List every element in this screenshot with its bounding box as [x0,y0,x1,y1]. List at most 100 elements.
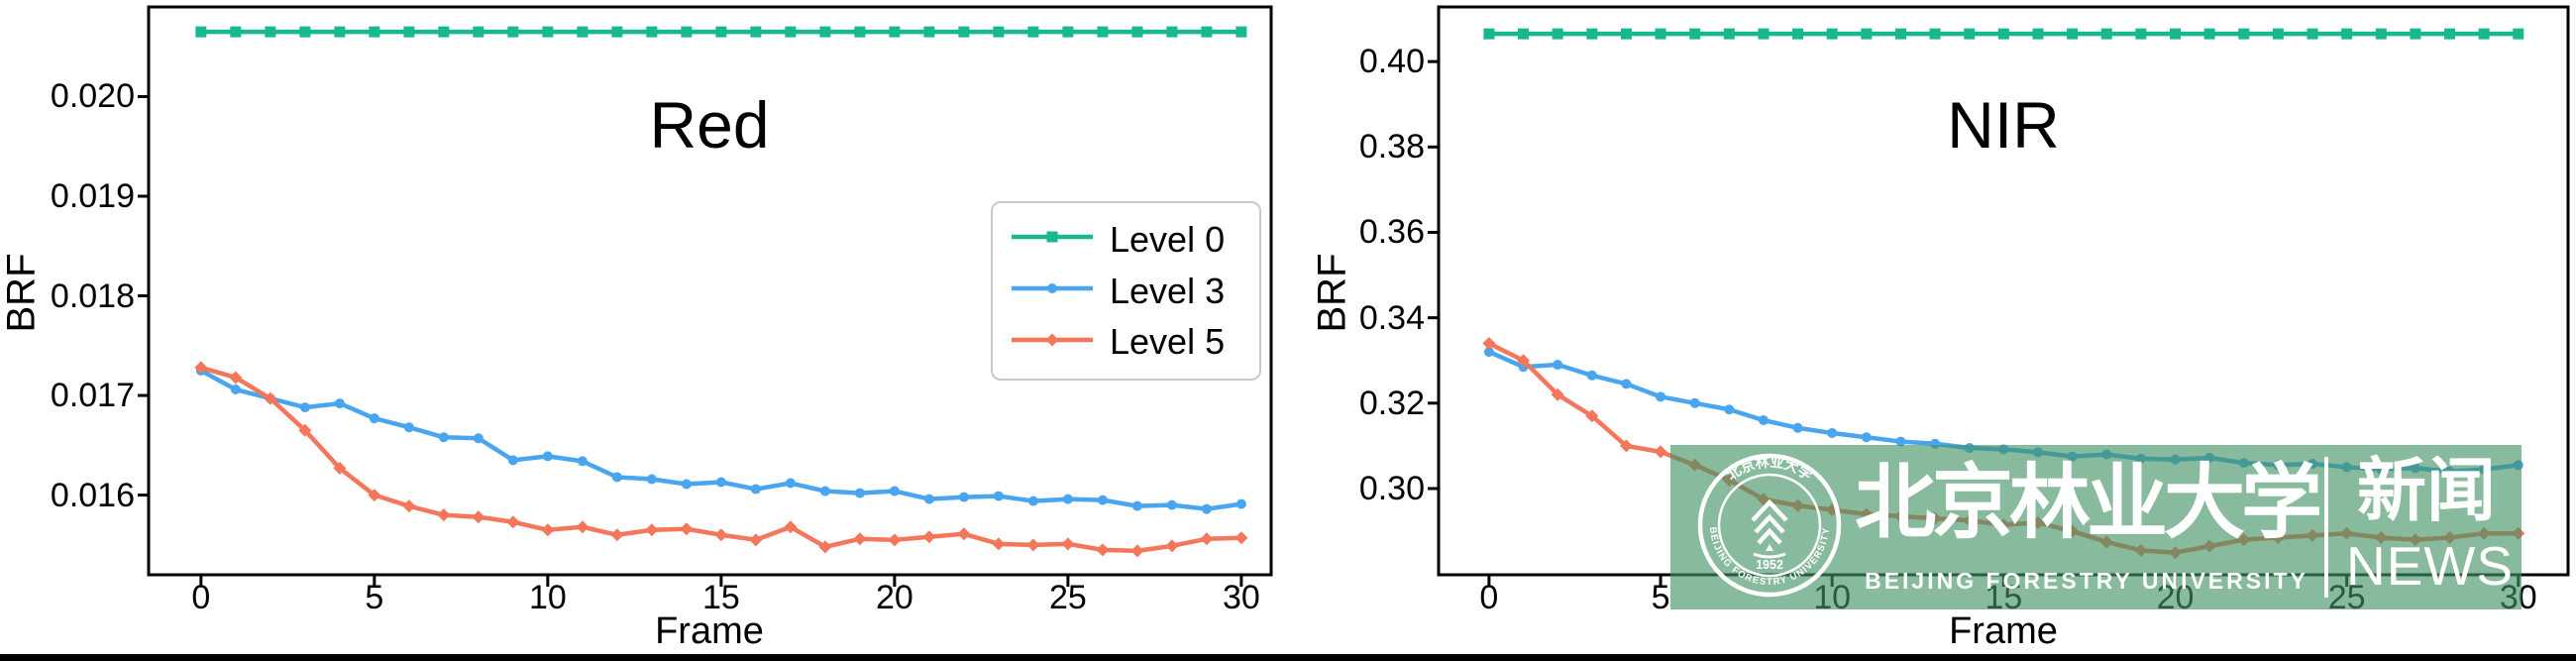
marker-circle [993,491,1004,501]
marker-circle [750,484,761,495]
marker-square [1166,26,1178,38]
marker-diamond [610,528,624,542]
marker-square [2100,28,2112,40]
marker-square [2272,28,2284,40]
x-tick-label-red: 10 [528,579,567,616]
x-tick-label-nir: 0 [1479,579,1499,616]
marker-circle [923,494,934,504]
marker-square [1792,28,1804,40]
marker-circle [1689,397,1700,408]
marker-diamond [1096,543,1110,557]
legend-item-level-3: Level 3 [1009,271,1259,312]
series-line-red-level-3 [198,368,1244,511]
marker-diamond [402,499,416,513]
watermark-banner: 北京林业大学 BEIJING FORESTRY UNIVERSITY 1952 … [1670,445,2522,609]
marker-square [507,26,519,38]
marker-circle [611,472,622,483]
marker-circle [1097,495,1108,505]
marker-diamond [1619,439,1633,453]
y-tick-label-nir: 0.30 [1358,469,1425,507]
marker-square [195,26,207,38]
marker-diamond [1130,544,1144,558]
marker-diamond [472,510,485,524]
marker-diamond [1482,336,1496,350]
marker-square [438,26,450,38]
marker-square [785,26,797,38]
marker-circle [299,402,310,413]
marker-square [1483,28,1495,40]
marker-square [2238,28,2250,40]
marker-diamond [992,537,1006,551]
y-tick-label-nir: 0.34 [1358,298,1425,337]
marker-circle [715,477,726,488]
marker-diamond [1654,445,1667,459]
marker-circle [1621,379,1632,389]
y-axis-label-nir: BRF [1310,253,1354,333]
marker-square [230,26,242,38]
marker-diamond [1061,537,1075,551]
marker-square [2410,28,2421,40]
marker-diamond [437,508,451,522]
marker-square [958,26,970,38]
series-markers-red-level-0 [195,26,1247,38]
marker-circle [542,451,553,462]
news-label-english: NEWS [2346,535,2514,597]
x-tick-label-red: 20 [875,579,913,616]
marker-circle [473,433,483,444]
y-tick-label-nir: 0.36 [1358,213,1425,252]
legend: Level 0 Level 3 Level 5 [991,201,1261,381]
y-tick-label-nir: 0.38 [1358,128,1425,166]
marker-circle [889,486,900,496]
marker-diamond [1026,538,1040,552]
marker-circle [1047,283,1057,293]
marker-square [993,26,1005,38]
marker-circle [334,398,345,409]
marker-diamond [957,527,971,541]
seal-pine-tree-icon [1751,498,1788,559]
marker-circle [1895,436,1906,447]
marker-circle [403,422,414,433]
marker-square [611,26,623,38]
marker-square [2135,28,2147,40]
legend-marker-level-5 [1009,328,1096,357]
marker-circle [1131,500,1142,511]
seal-year: 1952 [1756,558,1783,572]
marker-diamond [506,515,520,529]
marker-diamond [333,461,347,475]
marker-square [923,26,935,38]
marker-square [2444,28,2456,40]
marker-square [1997,28,2009,40]
marker-circle [1792,422,1803,433]
marker-square [1964,28,1976,40]
marker-square [2203,28,2215,40]
bottom-black-bar [0,654,2576,661]
marker-diamond [784,520,798,534]
marker-square [299,26,311,38]
y-tick-label-nir: 0.40 [1358,43,1425,81]
marker-diamond [645,523,659,537]
marker-diamond [229,371,243,385]
marker-diamond [680,522,694,536]
marker-circle [1861,432,1872,443]
marker-diamond [1585,409,1599,423]
marker-circle [1027,496,1038,506]
marker-square [1655,28,1666,40]
marker-square [646,26,658,38]
marker-diamond [194,361,208,375]
marker-square [2341,28,2353,40]
y-tick-label-red: 0.018 [50,276,135,315]
marker-square [369,26,380,38]
marker-circle [438,432,449,443]
banner-divider [2324,457,2328,598]
legend-swatch-line [1012,333,1093,347]
marker-diamond [853,532,867,546]
marker-square [403,26,415,38]
marker-square [2032,28,2044,40]
x-tick-label-nir: 5 [1651,579,1670,616]
marker-square [473,26,484,38]
marker-square [1027,26,1039,38]
university-name-chinese: 北京林业大学 [1854,458,2322,548]
marker-diamond [714,528,728,542]
marker-circle [1062,494,1073,504]
marker-square [1097,26,1109,38]
